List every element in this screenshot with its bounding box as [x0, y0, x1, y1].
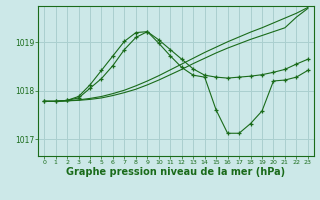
- X-axis label: Graphe pression niveau de la mer (hPa): Graphe pression niveau de la mer (hPa): [67, 167, 285, 177]
